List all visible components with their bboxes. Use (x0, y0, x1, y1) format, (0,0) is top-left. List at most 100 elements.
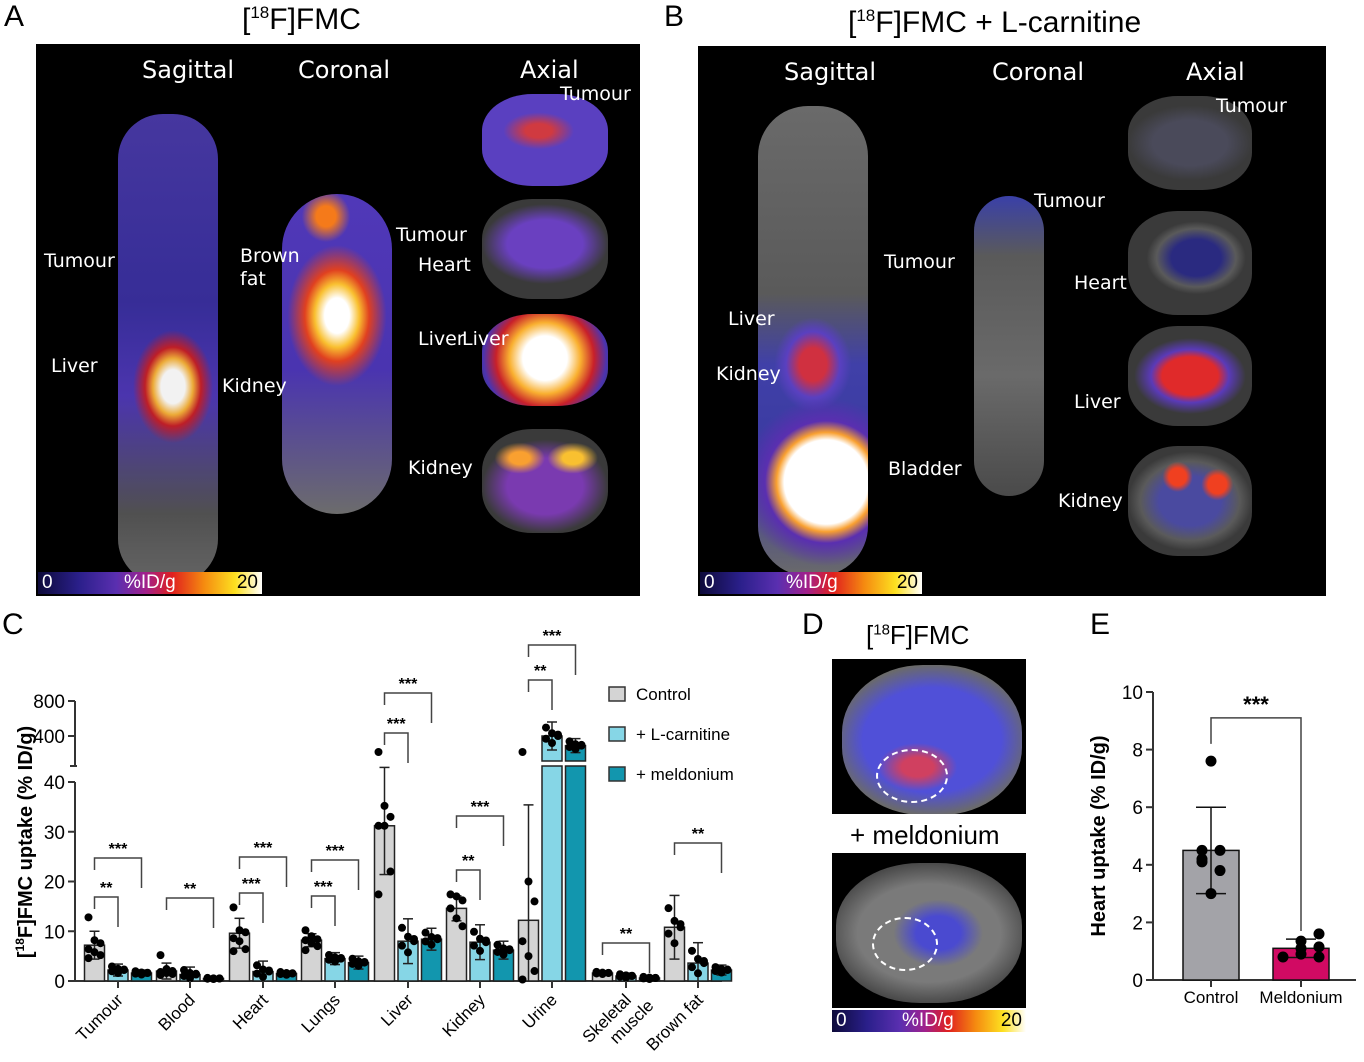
significance-label: ** (620, 926, 633, 943)
data-point (241, 945, 250, 954)
panel-a-title: [18F]FMC (242, 3, 361, 37)
label-liver: Liver (418, 328, 465, 350)
data-point (571, 745, 580, 754)
pet-ct-image-a: Sagittal Coronal Axial Tumour Liver Brow… (36, 44, 640, 596)
view-label-coronal: Coronal (992, 58, 1085, 86)
panel-letter-a: A (4, 0, 25, 33)
panel-letter-c: C (2, 608, 24, 641)
colorbar-min: 0 (42, 572, 53, 593)
x-tick-label: Tumour (72, 990, 127, 1045)
y-tick-label: 4 (1132, 856, 1143, 877)
colorbar-unit: %ID/g (902, 1010, 954, 1031)
legend-label: + L-carnitine (636, 725, 730, 744)
label-tumour: Tumour (396, 224, 467, 246)
x-tick-label: Urine (519, 990, 561, 1032)
data-point (84, 954, 93, 963)
axial-scan-b-2 (1128, 211, 1252, 315)
data-point (670, 939, 679, 948)
data-point (325, 955, 333, 964)
label-tumour: Tumour (44, 250, 115, 272)
data-point (301, 926, 310, 935)
x-tick-label: Brown fat (643, 990, 707, 1054)
data-point (592, 969, 601, 978)
data-point (120, 965, 128, 974)
data-point (530, 897, 539, 906)
significance-label: *** (471, 799, 490, 816)
data-point (645, 975, 654, 984)
y-tick-label: 6 (1132, 798, 1143, 819)
data-point (565, 737, 574, 746)
data-point (265, 966, 273, 975)
data-point (1295, 948, 1307, 960)
data-point (1313, 951, 1325, 963)
significance-label: ** (462, 853, 475, 870)
coronal-scan-b (974, 196, 1044, 496)
data-point (1313, 928, 1325, 940)
y-tick-label: 10 (44, 922, 65, 943)
data-point (476, 934, 484, 943)
view-label-sagittal: Sagittal (142, 56, 235, 84)
significance-label: ** (534, 663, 547, 680)
data-point (446, 890, 455, 899)
colorbar: 0 %ID/g 20 (38, 572, 262, 594)
y-tick-label: 800 (33, 692, 65, 713)
data-point (548, 739, 556, 747)
data-point (90, 948, 99, 957)
y-tick-label: 20 (44, 873, 65, 894)
data-point (427, 940, 436, 949)
data-point (192, 969, 200, 978)
data-point (410, 934, 418, 943)
significance-label: *** (314, 879, 333, 896)
legend-swatch (608, 766, 626, 782)
data-point (235, 926, 244, 935)
data-point (404, 932, 412, 941)
x-tick-label: Lungs (298, 990, 344, 1036)
significance-label: ** (184, 881, 197, 898)
label-kidney: Kidney (222, 375, 287, 397)
panel-letter-d: D (802, 608, 824, 641)
data-point (331, 957, 339, 966)
x-tick-label: Blood (155, 990, 199, 1034)
y-tick-label: 10 (1122, 683, 1143, 704)
data-point (548, 729, 556, 738)
significance-bracket (93, 896, 119, 927)
label-kidney: Kidney (1058, 490, 1123, 512)
data-point (156, 971, 165, 980)
significance-bracket (601, 942, 651, 973)
data-point (386, 867, 395, 876)
data-point (186, 974, 194, 983)
title-sup: 18 (856, 6, 876, 25)
data-point (694, 969, 702, 978)
data-point (313, 942, 322, 951)
label-tumour: Tumour (1216, 95, 1287, 117)
panel-letter-b: B (664, 0, 685, 33)
data-point (259, 972, 267, 981)
x-tick-label: Liver (377, 990, 417, 1030)
data-point (229, 934, 238, 943)
title-sup: 18 (873, 621, 890, 639)
significance-bracket (93, 857, 143, 888)
data-point (493, 947, 502, 956)
label-kidney: Kidney (408, 457, 473, 479)
data-point (203, 974, 212, 983)
significance-bracket (527, 679, 553, 710)
significance-label: *** (1243, 692, 1269, 717)
data-point (664, 904, 673, 913)
data-point (421, 937, 430, 946)
axial-scan-b-1 (1128, 96, 1252, 190)
data-point (259, 965, 267, 974)
x-tick-label: Heart (229, 990, 272, 1033)
data-point (253, 961, 261, 970)
data-point (84, 945, 93, 954)
data-point (518, 975, 527, 984)
data-point (360, 957, 369, 966)
title-post: F]FMC + L-carnitine (875, 6, 1142, 39)
label-tumour: Tumour (884, 251, 955, 273)
data-point (380, 801, 389, 810)
data-point (518, 937, 527, 946)
panel-b-title: [18F]FMC + L-carnitine (848, 6, 1141, 40)
colorbar: 0 %ID/g 20 (700, 572, 922, 594)
y-axis-label: Heart uptake (% ID/g) (1088, 735, 1110, 936)
data-point (723, 965, 732, 974)
data-point (374, 821, 383, 830)
